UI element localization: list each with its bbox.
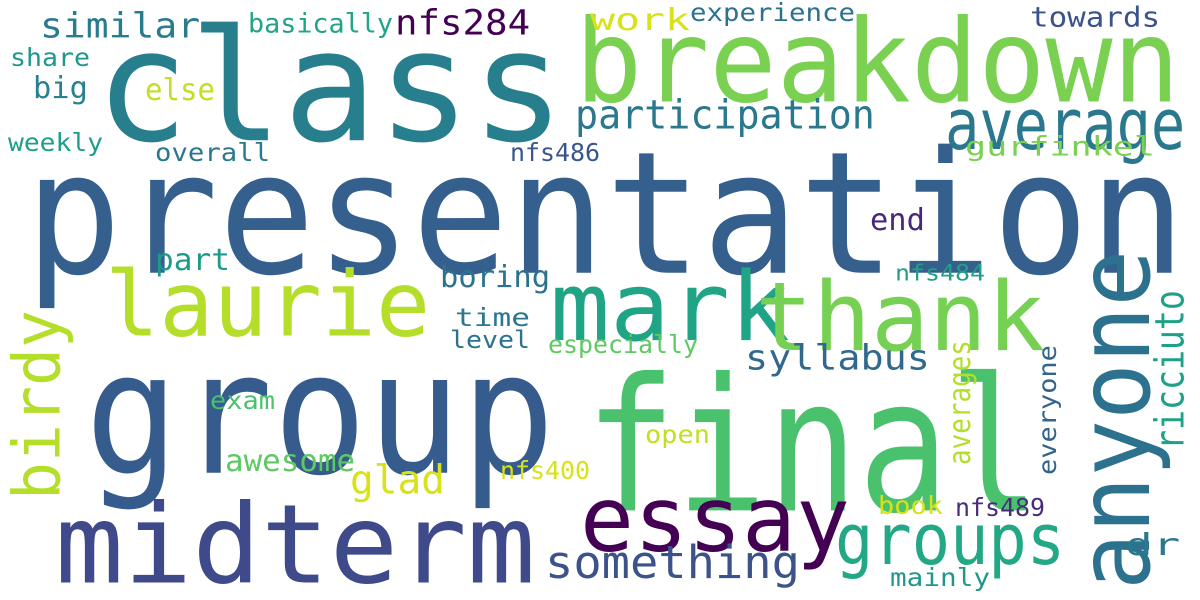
word-experience: experience [690,0,856,27]
word-presentation: presentation [25,114,1186,314]
word-towards: towards [1030,0,1161,34]
word-book: book [878,490,943,520]
word-awesome: awesome [225,443,356,479]
word-mainly: mainly [890,562,991,592]
word-ricciuto: ricciuto [1146,290,1194,450]
word-open: open [645,419,710,449]
word-nfs486: nfs486 [510,137,601,167]
word-basically: basically [248,7,393,40]
word-big: big [33,70,88,106]
word-participation: participation [575,91,875,139]
word-syllabus: syllabus [745,336,930,378]
word-final: final [585,338,1041,555]
word-average: average [945,83,1186,166]
word-group: group [85,314,556,514]
word-work: work [590,2,690,38]
word-level: level [450,325,531,354]
word-birdy: birdy [0,309,76,500]
word-especially: especially [548,329,699,359]
word-nfs400: nfs400 [500,455,591,485]
word-laurie: laurie [105,251,431,358]
word-end: end [870,202,925,238]
word-averages: averages [942,340,978,465]
word-nfs489: nfs489 [955,492,1046,522]
word-share: share [10,42,91,72]
word-groups: groups [835,498,1066,581]
word-breakdown: breakdown [575,0,1180,130]
word-everyone: everyone [1032,345,1062,475]
word-time: time [455,302,530,332]
word-nfs284: nfs284 [395,1,531,43]
word-exam: exam [210,385,275,415]
word-something: something [545,535,800,589]
word-overall: overall [155,137,271,167]
word-class: class [95,0,566,178]
word-boring: boring [440,259,551,295]
word-similar: similar [40,4,201,46]
word-mark: mark [550,251,790,363]
word-part: part [155,242,230,278]
word-gurfinkel: gurfinkel [965,130,1155,163]
word-dr: dr [1125,527,1181,563]
word-nfs484: nfs484 [895,260,986,286]
word-glad: glad [350,456,445,504]
word-else: else [145,72,215,108]
word-thank: thank [755,261,1046,373]
word-midterm: midterm [55,480,536,600]
word-weekly: weekly [8,127,104,157]
word-essay: essay [580,466,851,573]
